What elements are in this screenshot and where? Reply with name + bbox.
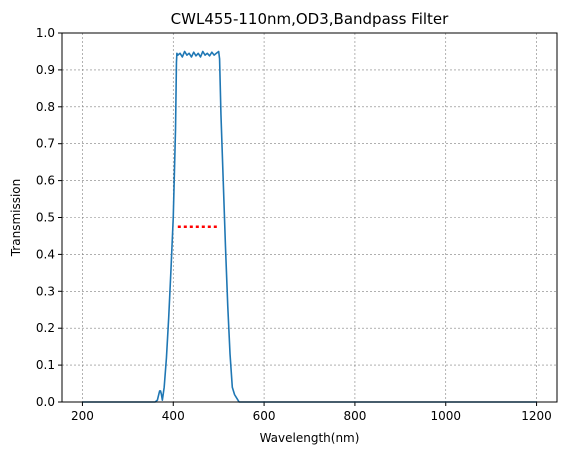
x-tick-label: 200 <box>71 409 94 423</box>
x-tick-label: 400 <box>162 409 185 423</box>
y-tick-label: 0.8 <box>36 100 55 114</box>
y-tick-label: 0.0 <box>36 395 55 409</box>
grid-lines <box>62 32 557 403</box>
transmission-line <box>82 50 537 403</box>
y-tick-label: 0.1 <box>36 358 55 372</box>
plot-frame <box>61 32 558 403</box>
x-axis-label: Wavelength(nm) <box>260 431 360 445</box>
y-tick-label: 0.3 <box>36 284 55 298</box>
chart-title: CWL455-110nm,OD3,Bandpass Filter <box>171 10 449 28</box>
y-tick-label: 0.6 <box>36 174 55 188</box>
y-tick-label: 0.9 <box>36 63 55 77</box>
x-tick-label: 1000 <box>430 409 461 423</box>
y-tick-label: 0.7 <box>36 137 55 151</box>
axis-ticks: 200 400 600 800 1000 1200 0.0 0.1 0.2 0.3 0.4 0.5 0.… <box>36 26 552 423</box>
series-layer <box>82 50 537 403</box>
x-tick-label: 600 <box>253 409 276 423</box>
y-tick-label: 0.4 <box>36 247 55 261</box>
x-tick-label: 800 <box>343 409 366 423</box>
y-tick-label: 1.0 <box>36 26 55 40</box>
y-axis-label: Transmission <box>9 179 23 258</box>
y-tick-label: 0.2 <box>36 321 55 335</box>
y-tick-label: 0.5 <box>36 211 55 225</box>
x-tick-label: 1200 <box>521 409 552 423</box>
